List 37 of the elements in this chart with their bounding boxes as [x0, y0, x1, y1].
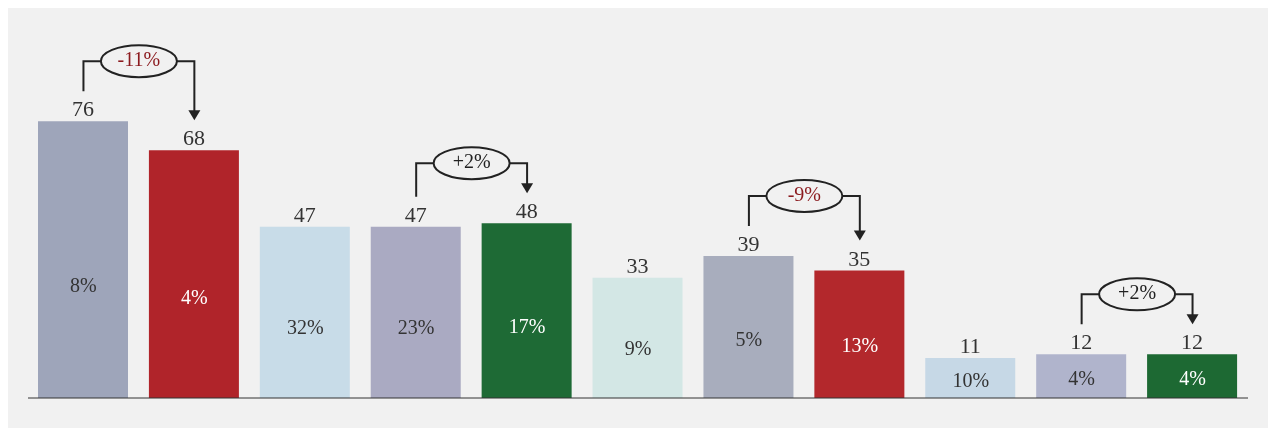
annotation: 32% — [286, 316, 324, 339]
bar — [592, 277, 683, 398]
annotation: 4% — [1068, 367, 1095, 390]
bar — [148, 150, 239, 398]
data-label: 47 — [293, 201, 316, 227]
bar — [259, 226, 350, 398]
data-label: 76 — [72, 96, 94, 122]
text: -11% — [117, 47, 161, 70]
bar — [38, 121, 128, 398]
annotation: 10% — [952, 368, 990, 391]
data-label: 12 — [1070, 329, 1093, 355]
annotation: 8% — [70, 273, 97, 296]
annotation: -9% — [787, 182, 822, 205]
annotation: 4% — [1179, 367, 1206, 390]
data-label: 48 — [515, 198, 538, 224]
data-label: 47 — [404, 201, 427, 227]
bar — [1147, 354, 1238, 398]
annotation: 9% — [624, 336, 652, 359]
bar — [1036, 354, 1127, 398]
annotation: 23% — [397, 316, 435, 339]
annotation: 4% — [181, 285, 208, 308]
data-label: 68 — [182, 125, 205, 151]
data-label: 33 — [626, 252, 649, 278]
annotation: +2% — [452, 149, 491, 172]
bar — [703, 255, 794, 398]
bar — [814, 270, 905, 398]
annotation: 17% — [508, 314, 546, 337]
data-label: 35 — [848, 245, 871, 271]
bar — [370, 226, 461, 398]
annotation: 5% — [735, 327, 763, 350]
annotation: 13% — [841, 333, 879, 356]
bar — [925, 357, 1016, 398]
bar — [481, 223, 572, 398]
data-label: 39 — [737, 230, 760, 256]
data-label: 12 — [1181, 329, 1204, 355]
annotation: +2% — [1118, 280, 1157, 303]
data-label: 11 — [959, 332, 981, 358]
